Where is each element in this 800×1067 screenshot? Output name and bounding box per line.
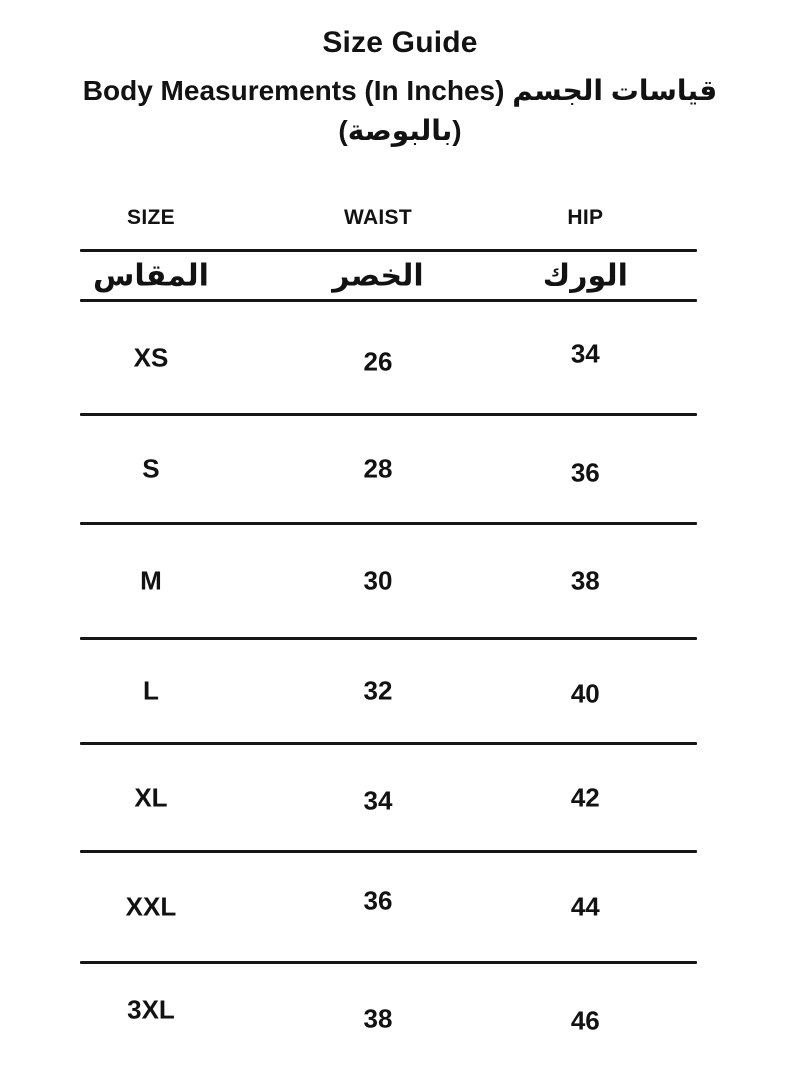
column-header-waist-en: WAIST	[344, 206, 412, 229]
cell-waist: 36	[363, 885, 393, 916]
page-title: Size Guide	[322, 26, 478, 59]
cell-size: 3XL	[127, 994, 175, 1024]
size-table: SIZE WAIST HIP المقاس الخصر الورك XS 26 …	[80, 195, 697, 1067]
table-row-m: M 30 38	[80, 525, 697, 637]
row-divider	[80, 637, 697, 640]
cell-hip: 38	[570, 565, 600, 596]
table-row-s: S 28 36	[80, 416, 697, 522]
page-subtitle: Body Measurements (In Inches) قياسات الج…	[0, 71, 800, 151]
table-row-xxl: XXL 36 44	[80, 853, 697, 961]
cell-hip: 36	[570, 457, 600, 488]
column-header-waist-ar: الخصر	[332, 259, 424, 292]
cell-waist: 38	[363, 1003, 393, 1033]
cell-waist: 30	[363, 565, 393, 596]
table-row-l: L 32 40	[80, 640, 697, 742]
cell-size: S	[142, 453, 160, 484]
cell-hip: 44	[570, 891, 600, 922]
cell-waist: 28	[363, 453, 393, 484]
row-divider	[80, 742, 697, 745]
column-header-size-ar: المقاس	[92, 259, 209, 292]
row-divider	[80, 522, 697, 525]
cell-hip: 46	[570, 1005, 600, 1035]
table-header-arabic: المقاس الخصر الورك	[80, 252, 697, 299]
row-divider	[80, 961, 697, 964]
header-divider-top	[80, 249, 697, 252]
cell-hip: 34	[570, 338, 600, 368]
header-divider-bottom	[80, 299, 697, 302]
table-header-english: SIZE WAIST HIP	[80, 195, 697, 249]
subtitle-line-1: Body Measurements (In Inches) قياسات الج…	[82, 75, 718, 106]
cell-waist: 32	[363, 675, 393, 706]
cell-size: M	[140, 565, 162, 596]
table-row-3xl: 3XL 38 46	[80, 964, 697, 1067]
cell-waist: 34	[363, 785, 393, 815]
cell-hip: 42	[570, 782, 600, 812]
row-divider	[80, 413, 697, 416]
cell-size: L	[143, 675, 159, 706]
cell-hip: 40	[570, 678, 600, 709]
row-divider	[80, 850, 697, 853]
column-header-hip-en: HIP	[567, 206, 604, 229]
column-header-hip-ar: الورك	[542, 259, 628, 292]
cell-size: XS	[133, 342, 169, 372]
cell-size: XXL	[125, 891, 177, 922]
table-row-xl: XL 34 42	[80, 745, 697, 850]
cell-size: XL	[134, 782, 168, 812]
cell-waist: 26	[363, 346, 393, 376]
table-row-xs: XS 26 34	[80, 302, 697, 413]
column-header-size-en: SIZE	[127, 206, 175, 229]
subtitle-line-2: (بالبوصة)	[338, 115, 462, 146]
